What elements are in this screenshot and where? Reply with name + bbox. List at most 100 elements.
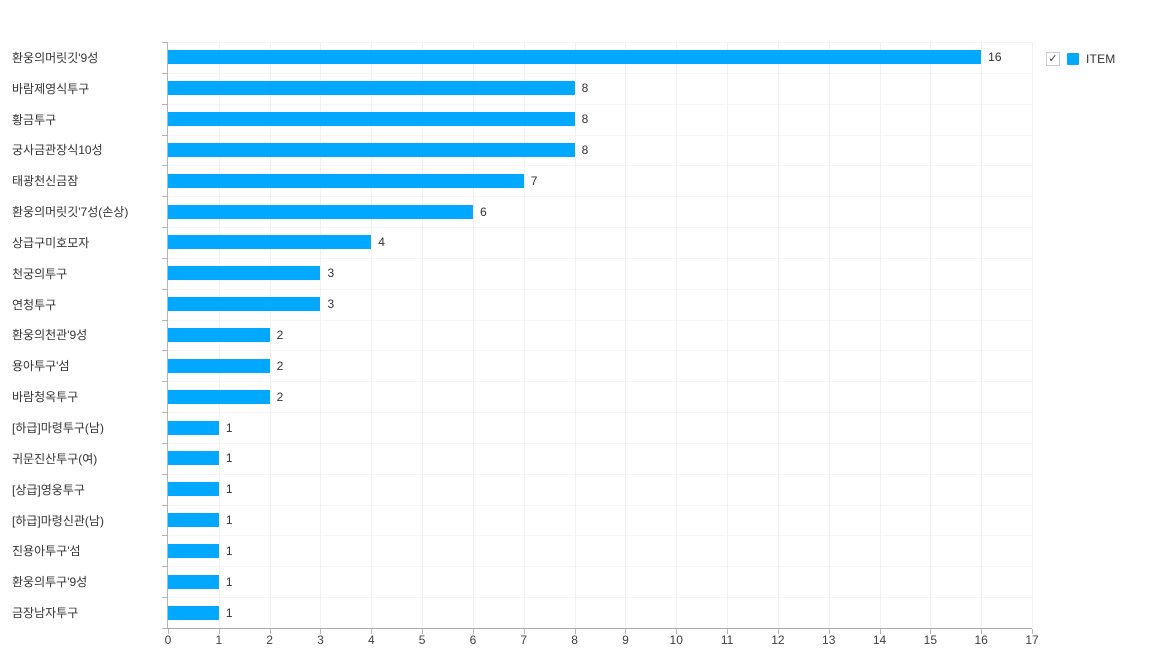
x-axis-tick-label: 11 <box>720 633 734 647</box>
bar[interactable] <box>168 81 575 96</box>
gridline-vertical <box>777 42 779 628</box>
gridline-horizontal <box>168 165 1032 167</box>
gridline-vertical <box>727 42 729 628</box>
x-axis-tick-label: 8 <box>571 633 578 647</box>
bar-value-label: 1 <box>225 605 233 620</box>
x-axis-line <box>167 628 1032 629</box>
x-axis-tick <box>523 629 525 634</box>
x-axis-tick <box>777 629 779 634</box>
bar-value-label: 8 <box>581 142 589 157</box>
bar-value-label: 16 <box>988 50 1002 65</box>
bar-value-label: 4 <box>378 235 385 250</box>
bar[interactable] <box>168 358 270 373</box>
bar-value-label: 1 <box>225 543 233 558</box>
y-axis-tick <box>162 103 167 105</box>
bar-value-label: 7 <box>530 173 538 188</box>
category-label: [상급]영웅투구 <box>12 482 85 497</box>
x-axis-tick <box>371 629 373 634</box>
bar[interactable] <box>168 50 982 65</box>
bar[interactable] <box>168 482 219 497</box>
bar[interactable] <box>168 235 372 250</box>
bar[interactable] <box>168 513 219 528</box>
y-axis-line <box>167 42 168 628</box>
y-axis-tick <box>162 165 167 167</box>
x-axis-tick <box>981 629 983 634</box>
legend-checkbox[interactable]: ✓ <box>1046 52 1060 66</box>
x-axis-tick <box>930 629 932 634</box>
gridline-vertical <box>320 42 322 628</box>
gridline-horizontal <box>168 319 1032 321</box>
x-axis-tick-label: 9 <box>622 633 629 647</box>
x-axis-tick-label: 12 <box>771 633 785 647</box>
y-axis-tick <box>162 597 167 599</box>
gridline-vertical <box>1032 42 1033 628</box>
y-axis-tick <box>162 196 167 198</box>
y-axis-tick <box>162 134 167 136</box>
gridline-horizontal <box>168 504 1032 506</box>
bar[interactable] <box>168 605 219 620</box>
y-axis-tick <box>162 288 167 290</box>
x-axis-tick-label: 10 <box>669 633 683 647</box>
legend-color-swatch <box>1067 53 1079 65</box>
x-axis-tick-label: 0 <box>164 633 172 647</box>
category-label: 바람제영식투구 <box>12 81 90 96</box>
x-axis-tick <box>625 629 627 634</box>
legend-item[interactable]: ✓ ITEM <box>1046 52 1115 66</box>
bar[interactable] <box>168 574 219 589</box>
bar[interactable] <box>168 451 219 466</box>
category-label: 귀문진산투구(여) <box>12 451 98 466</box>
x-axis-tick <box>472 629 474 634</box>
y-axis-category-labels: 환웅의머릿깃'9성 바람제영식투구 황금투구 궁사금관장식10성 태광천신금잠 환웅의머릿… <box>0 42 160 628</box>
bar[interactable] <box>168 112 575 127</box>
x-axis-tick <box>168 629 169 634</box>
y-axis-tick <box>162 72 167 74</box>
gridline-vertical <box>828 42 830 628</box>
category-label: 태광천신금잠 <box>12 174 79 189</box>
bar[interactable] <box>168 420 219 435</box>
x-axis-tick-label: 6 <box>469 633 477 647</box>
y-axis-tick <box>162 381 167 383</box>
x-axis-tick <box>727 629 729 634</box>
x-axis-tick-label: 4 <box>367 633 375 647</box>
x-axis-tick <box>574 629 576 634</box>
bar[interactable] <box>168 204 473 219</box>
x-axis-tick-label: 5 <box>418 633 426 647</box>
gridline-vertical <box>879 42 881 628</box>
bar[interactable] <box>168 173 524 188</box>
bar-value-label: 1 <box>225 513 233 528</box>
bar[interactable] <box>168 297 321 312</box>
y-axis-tick <box>162 628 167 629</box>
x-axis-tick <box>320 629 322 634</box>
gridline-vertical <box>676 42 678 628</box>
gridline-horizontal <box>168 103 1032 105</box>
bar[interactable] <box>168 543 219 558</box>
gridline-horizontal <box>168 442 1032 444</box>
gridline-vertical <box>574 42 576 628</box>
plot-area: 16 8 8 8 7 6 4 3 3 2 2 2 1 1 1 1 1 1 1 <box>162 42 1033 634</box>
x-axis-tick <box>828 629 830 634</box>
y-axis-tick <box>162 412 167 414</box>
y-axis-tick <box>162 227 167 229</box>
category-label: 상급구미호모자 <box>12 235 90 250</box>
gridline-vertical <box>625 42 627 628</box>
gridline-horizontal <box>168 288 1032 290</box>
category-label: 용아투구'섬 <box>12 359 70 374</box>
gridline-vertical <box>472 42 474 628</box>
category-label: 궁사금관장식10성 <box>12 143 103 158</box>
category-label: 바람청옥투구 <box>12 390 79 405</box>
x-axis-tick-label: 7 <box>520 633 528 647</box>
gridline-vertical <box>930 42 932 628</box>
bar[interactable] <box>168 328 270 342</box>
gridline-vertical <box>269 42 271 628</box>
x-axis-tick-label: 14 <box>872 633 887 647</box>
gridline-horizontal <box>168 412 1032 414</box>
bar-value-label: 3 <box>327 266 335 281</box>
bar[interactable] <box>168 142 575 157</box>
x-axis-tick-label: 1 <box>215 633 223 647</box>
bar[interactable] <box>168 266 321 281</box>
gridline-horizontal <box>168 350 1032 352</box>
bar-value-label: 2 <box>276 389 284 404</box>
gridline-horizontal <box>168 381 1032 383</box>
bar[interactable] <box>168 389 270 404</box>
x-axis-tick-label: 15 <box>923 633 938 647</box>
